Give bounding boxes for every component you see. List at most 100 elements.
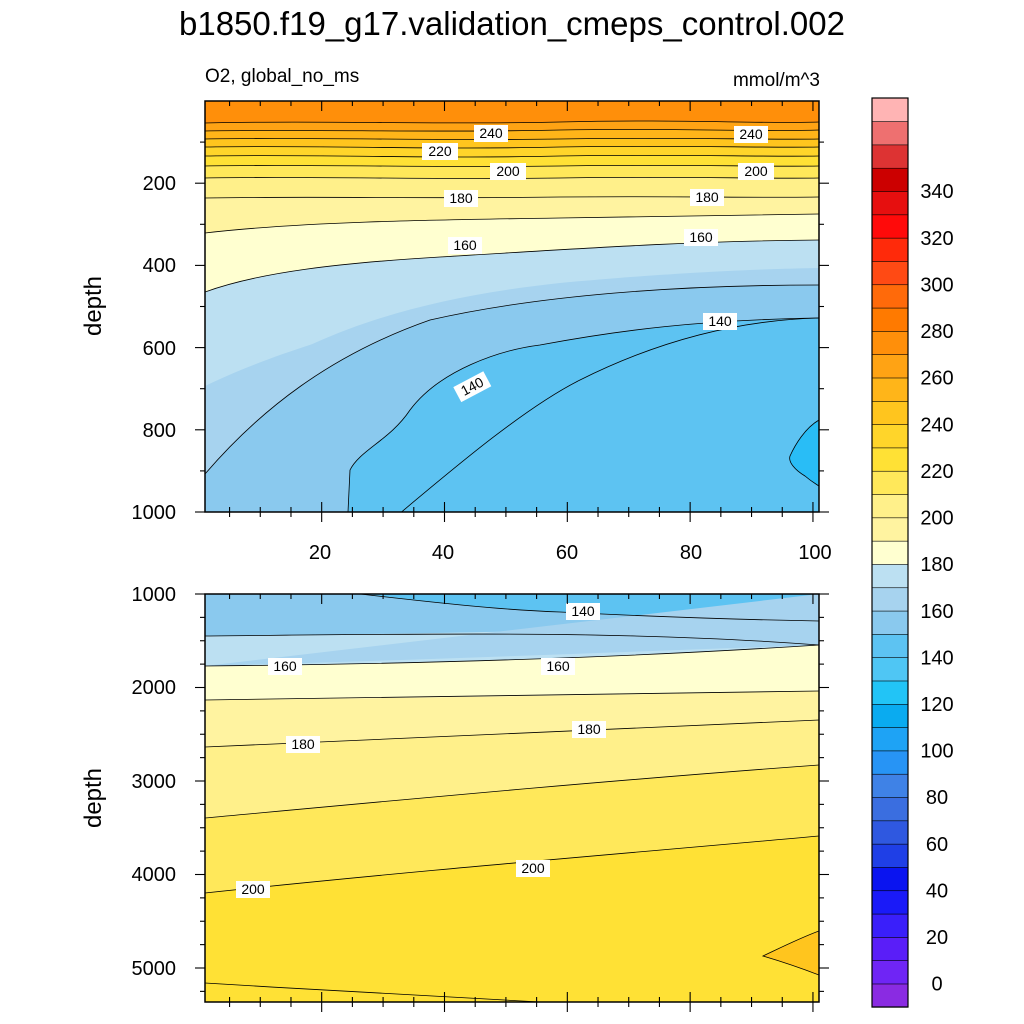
colorbar-cell: [871, 633, 909, 658]
contour-line-125: [789, 419, 819, 487]
fill-band-230: [763, 931, 819, 975]
colorbar-cell: [871, 493, 909, 519]
lower-label-box-6: [516, 860, 550, 877]
lower-label-box-2: [541, 658, 575, 675]
colorbar-cell: [871, 330, 909, 355]
upper-label-box-4: [738, 163, 774, 180]
fill-band-150c: [205, 594, 819, 666]
colorbar-tick-label: 100: [920, 741, 953, 763]
chart-title: b1850.f19_g17.validation_cmeps_control.0…: [179, 5, 845, 42]
colorbar-tick-label: 240: [920, 414, 953, 436]
upper-label-box-7: [448, 237, 482, 254]
colorbar-cell: [871, 307, 909, 332]
colorbar-tick-label: 320: [920, 228, 953, 250]
upper-contour-label-9: 140: [708, 313, 732, 329]
colorbar-tick-label: 120: [920, 694, 953, 716]
colorbar-cell: [871, 144, 909, 169]
upper-label-box-2: [422, 143, 458, 160]
colorbar: 0 20 40 60 80 100 120 140 160 180 200 220 240 260 280 3…: [871, 97, 954, 1008]
colorbar-cell: [871, 563, 909, 589]
colorbar-cell: [871, 354, 909, 379]
contour-line-135: [347, 317, 819, 512]
contour-line-250: [205, 120, 819, 124]
colorbar-cell: [871, 983, 909, 1008]
colorbar-tick-label: 20: [926, 927, 948, 949]
fill-band-135: [348, 318, 819, 512]
colorbar-cell: [871, 284, 909, 309]
colorbar-cell: [871, 260, 909, 286]
colorbar-labels: 0 20 40 60 80 100 120 140 160 180 200 220 240 260 280 3…: [920, 181, 953, 995]
colorbar-cell: [871, 517, 909, 542]
colorbar-cell: [871, 470, 909, 495]
upper-y-tick-label-600: 600: [143, 338, 176, 360]
colorbar-tick-label: 340: [920, 181, 953, 203]
colorbar-cell: [871, 727, 909, 752]
colorbar-tick-label: 220: [920, 461, 953, 483]
upper-y-tick-label-400: 400: [143, 255, 176, 277]
lower-label-box-5: [236, 881, 270, 898]
lower-y-axis-label: depth: [80, 768, 107, 828]
colorbar-cell: [871, 424, 909, 449]
lower-y-tick-label-3000: 3000: [132, 771, 177, 793]
contour-line-140: [400, 317, 819, 512]
lower-y-tick-label-2000: 2000: [132, 677, 177, 699]
lower-plot-frame: [204, 593, 820, 1003]
colorbar-cell: [871, 913, 909, 938]
colorbar-tick-label: 180: [920, 554, 953, 576]
contour-line-230: [761, 930, 819, 976]
upper-label-box-5: [444, 190, 478, 207]
upper-contour-label-5: 180: [449, 190, 473, 206]
lower-contour-label-3: 180: [291, 736, 315, 752]
upper-y-tick-labels: 200 400 600 800 1000: [132, 173, 177, 524]
upper-panel: 240 240 220 200 200 180 180 160 160 140 …: [80, 100, 832, 564]
colorbar-cells: [871, 97, 909, 1008]
upper-label-box-10: [453, 371, 492, 403]
colorbar-cell: [871, 190, 909, 216]
lower-contour-label-4: 180: [577, 721, 601, 737]
colorbar-cell: [871, 97, 909, 122]
colorbar-cell: [871, 820, 909, 845]
contour-line-210: [205, 154, 819, 158]
upper-contour-label-1: 240: [739, 126, 763, 142]
colorbar-cell: [871, 890, 909, 915]
colorbar-cell: [871, 750, 909, 775]
colorbar-tick-label: 140: [920, 647, 953, 669]
colorbar-cell: [871, 843, 909, 868]
upper-y-tick-label-1000: 1000: [132, 502, 177, 524]
colorbar-tick-label: 40: [926, 880, 948, 902]
contour-line-170: [205, 213, 819, 234]
upper-y-tick-label-200: 200: [143, 173, 176, 195]
x-tick-label-20: 20: [309, 542, 331, 564]
colorbar-frame: [871, 97, 909, 1008]
colorbar-cell: [871, 796, 909, 822]
upper-label-box-9: [703, 313, 737, 330]
lower-contour-fill: [205, 594, 819, 1002]
upper-label-box-0: [474, 125, 508, 142]
colorbar-cell: [871, 866, 909, 892]
lower-contour-labels: 140 160 160 180 180 200 200: [236, 603, 606, 898]
lower-label-box-1: [268, 658, 302, 675]
colorbar-cell: [871, 680, 909, 705]
colorbar-cell: [871, 540, 909, 565]
colorbar-cell: [871, 121, 909, 146]
lower-y-tick-labels: 1000 2000 3000 4000 5000: [132, 584, 177, 980]
lower-contour-label-1: 160: [273, 658, 297, 674]
lower-contour-label-2: 160: [546, 658, 570, 674]
colorbar-cell: [871, 447, 909, 472]
upper-label-box-3: [490, 163, 526, 180]
x-tick-label-80: 80: [680, 542, 702, 564]
contour-line-190: [205, 764, 819, 819]
upper-label-box-1: [734, 126, 768, 143]
contour-line-150: [205, 633, 819, 646]
upper-y-axis-label: depth: [80, 276, 107, 336]
colorbar-cell: [871, 587, 909, 612]
upper-label-box-6: [690, 189, 724, 206]
colorbar-cell: [871, 237, 909, 262]
x-tick-label-60: 60: [556, 542, 578, 564]
lower-y-tick-label-4000: 4000: [132, 864, 177, 886]
upper-contour-label-0: 240: [479, 125, 503, 141]
colorbar-tick-label: 300: [920, 274, 953, 296]
upper-contour-label-3: 200: [496, 163, 520, 179]
lower-label-box-0: [566, 603, 600, 620]
